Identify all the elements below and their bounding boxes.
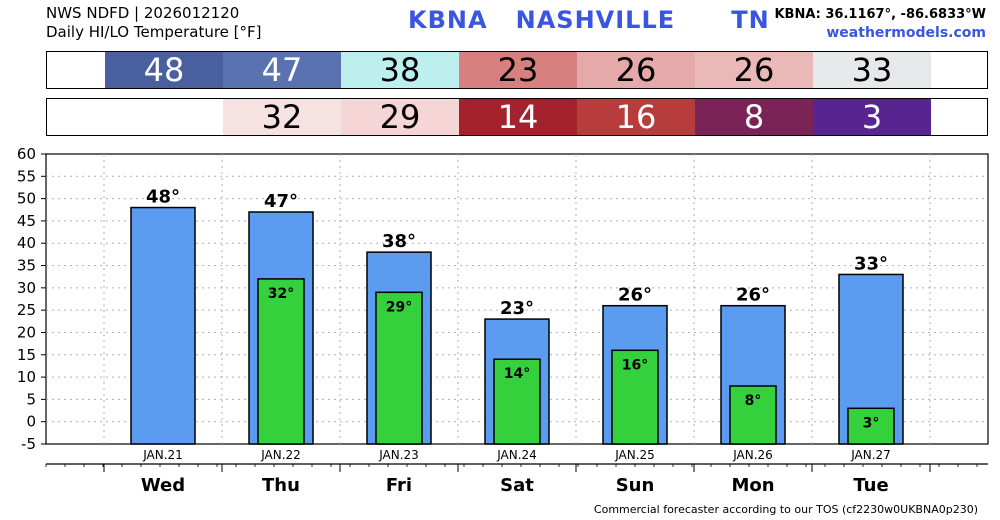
- hi-cell: 33: [813, 52, 931, 88]
- header-info: NWS NDFD | 2026012120 Daily HI/LO Temper…: [46, 4, 262, 42]
- y-tick-label: 20: [17, 323, 36, 341]
- station-coords: KBNA: 36.1167°, -86.6833°W: [774, 7, 986, 22]
- lo-cell: 29: [341, 99, 459, 135]
- x-day-label: Sun: [616, 475, 655, 496]
- x-day-label: Thu: [262, 475, 300, 496]
- model-run-label: NWS NDFD | 2026012120: [46, 4, 240, 22]
- low-bar: [257, 278, 305, 445]
- y-tick-label: 15: [17, 346, 36, 364]
- x-date-label: JAN.23: [378, 448, 419, 462]
- high-bar-label: 48°: [146, 187, 180, 208]
- footer-note: Commercial forecaster according to our T…: [593, 503, 978, 516]
- hi-cell: 23: [459, 52, 577, 88]
- high-bar-label: 26°: [736, 285, 770, 306]
- high-temp-strip: 48 47 38 23 26 26 33: [46, 51, 988, 89]
- y-tick-label: 45: [17, 212, 36, 230]
- lo-cell: [105, 99, 223, 135]
- low-bar-label: 8°: [745, 393, 762, 409]
- product-label: Daily HI/LO Temperature [°F]: [46, 23, 262, 41]
- y-tick-label: 30: [17, 279, 36, 297]
- low-bar: [611, 349, 659, 445]
- low-bar: [493, 358, 541, 445]
- temperature-chart: -5 0 5 10 15 20 25 30 35 40 45 50 55 60 48° 47° 32° 38° 29…: [17, 145, 989, 496]
- x-day-label: Tue: [853, 475, 888, 496]
- y-tick-label: 40: [17, 234, 36, 252]
- lo-cell: 8: [695, 99, 813, 135]
- x-date-label: JAN.25: [614, 448, 655, 462]
- x-day-label: Wed: [141, 475, 185, 496]
- x-day-label: Mon: [731, 475, 774, 496]
- y-tick-label: 55: [17, 167, 36, 185]
- low-bar-label: 32°: [268, 286, 294, 302]
- low-temp-strip: 32 29 14 16 8 3: [46, 98, 988, 136]
- high-bar-label: 33°: [854, 253, 888, 274]
- x-day-label: Sat: [500, 475, 534, 496]
- y-tick-label: -5: [21, 435, 36, 453]
- y-tick-label: 5: [26, 390, 36, 408]
- hi-cell: 26: [695, 52, 813, 88]
- high-bar-label: 26°: [618, 285, 652, 306]
- lo-cell: 3: [813, 99, 931, 135]
- y-tick-label: 35: [17, 257, 36, 275]
- lo-cell: 14: [459, 99, 577, 135]
- x-date-label: JAN.27: [850, 448, 891, 462]
- x-date-label: JAN.26: [732, 448, 773, 462]
- low-bar: [729, 385, 777, 445]
- site-link[interactable]: weathermodels.com: [826, 25, 986, 41]
- high-bar-label: 23°: [500, 298, 534, 319]
- low-bar-label: 14°: [504, 366, 530, 382]
- lo-cell: 16: [577, 99, 695, 135]
- high-bar-label: 47°: [264, 191, 298, 212]
- header-right: KBNA: 36.1167°, -86.6833°W weathermodels…: [774, 6, 986, 42]
- low-bar-label: 16°: [622, 357, 648, 373]
- y-tick-label: 25: [17, 301, 36, 319]
- low-bar: [847, 407, 895, 445]
- y-tick-label: 60: [17, 145, 36, 163]
- low-bar-label: 3°: [863, 415, 880, 431]
- hi-cell: 38: [341, 52, 459, 88]
- low-bar-label: 29°: [386, 299, 412, 315]
- y-tick-label: 50: [17, 190, 36, 208]
- high-bar: [130, 206, 196, 445]
- y-tick-label: 0: [26, 413, 36, 431]
- x-date-label: JAN.22: [260, 448, 301, 462]
- hi-cell: 47: [223, 52, 341, 88]
- hi-cell: 48: [105, 52, 223, 88]
- hi-cell: 26: [577, 52, 695, 88]
- low-bar: [375, 291, 423, 445]
- high-bar-label: 38°: [382, 231, 416, 252]
- y-tick-label: 10: [17, 368, 36, 386]
- x-day-label: Fri: [386, 475, 412, 496]
- station-title: KBNA NASHVILLE TN: [408, 6, 770, 34]
- x-date-label: JAN.21: [142, 448, 183, 462]
- x-date-label: JAN.24: [496, 448, 537, 462]
- lo-cell: 32: [223, 99, 341, 135]
